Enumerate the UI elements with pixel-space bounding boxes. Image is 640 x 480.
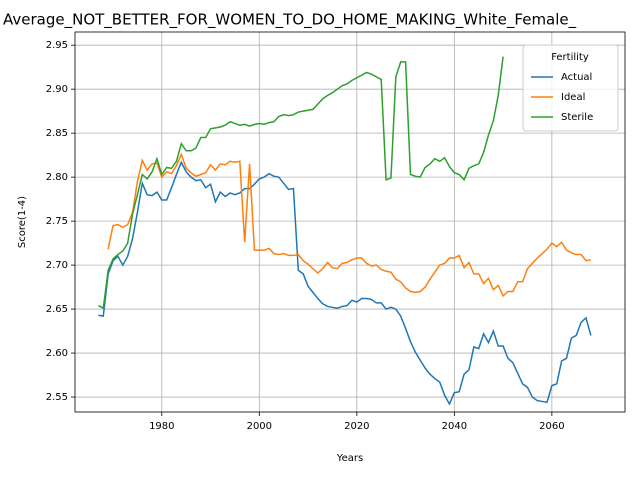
x-tick-label: 1980	[149, 421, 174, 432]
y-axis-label: Score(1-4)	[17, 196, 28, 248]
legend-label: Sterile	[561, 112, 593, 123]
series-line	[107, 152, 592, 298]
plot-frame	[74, 31, 626, 413]
y-tick-label: 2.85	[46, 128, 68, 139]
series-line	[98, 56, 504, 310]
x-tick-label: 2000	[247, 421, 272, 432]
y-tick-label: 2.65	[46, 304, 68, 315]
x-tick-label: 2040	[442, 421, 467, 432]
y-tick-label: 2.90	[46, 84, 68, 95]
legend-label: Actual	[561, 72, 592, 83]
x-tick-label: 2020	[344, 421, 369, 432]
legend-label: Ideal	[561, 92, 585, 103]
series-line	[98, 160, 592, 406]
y-tick-label: 2.70	[46, 260, 68, 271]
y-tick-label: 2.95	[46, 40, 68, 51]
legend-title: Fertility	[551, 52, 589, 63]
x-tick-label: 2060	[539, 421, 564, 432]
chart-title: Average_NOT_BETTER_FOR_WOMEN_TO_DO_HOME_…	[3, 11, 577, 30]
x-axis-label: Years	[336, 453, 363, 464]
y-tick-label: 2.80	[46, 172, 68, 183]
y-tick-label: 2.55	[46, 392, 68, 403]
y-tick-label: 2.75	[46, 216, 68, 227]
legend-box	[522, 44, 619, 132]
y-tick-label: 2.60	[46, 348, 68, 359]
